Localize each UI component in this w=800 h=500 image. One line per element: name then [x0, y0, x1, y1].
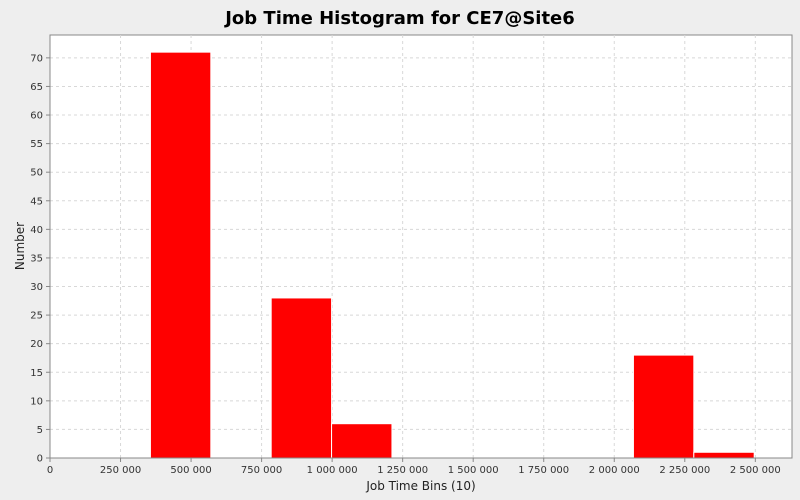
axes — [49, 35, 792, 459]
x-axis-ticks: 0 250 000 500 000 750 000 1 000 000 1 250 000… — [47, 458, 781, 476]
x-tick-label: 1 000 000 — [307, 465, 358, 476]
y-tick-label: 50 — [30, 168, 43, 179]
x-tick-label: 1 750 000 — [518, 465, 569, 476]
y-axis-ticks: 0 5 10 15 20 25 30 35 40 45 50 55 60 65 70 — [30, 53, 50, 465]
y-tick-label: 55 — [30, 139, 43, 150]
y-tick-label: 35 — [30, 253, 43, 264]
y-tick-label: 45 — [30, 196, 43, 207]
y-tick-label: 70 — [30, 53, 43, 64]
y-tick-label: 30 — [30, 282, 43, 293]
x-tick-label: 0 — [47, 465, 53, 476]
y-tick-label: 25 — [30, 311, 43, 322]
x-tick-label: 500 000 — [170, 465, 211, 476]
y-axis-label: Number — [13, 222, 27, 270]
histogram-bar — [331, 423, 393, 459]
y-tick-label: 65 — [30, 82, 43, 93]
y-tick-label: 20 — [30, 339, 43, 350]
x-tick-label: 1 500 000 — [448, 465, 499, 476]
y-tick-label: 60 — [30, 111, 43, 122]
chart-title: Job Time Histogram for CE7@Site6 — [223, 8, 575, 29]
histogram-bar — [693, 451, 755, 459]
x-tick-label: 750 000 — [241, 465, 282, 476]
x-tick-label: 2 000 000 — [589, 465, 640, 476]
x-tick-label: 1 250 000 — [377, 465, 428, 476]
y-tick-label: 10 — [30, 396, 43, 407]
y-tick-label: 0 — [37, 454, 43, 465]
y-tick-label: 40 — [30, 225, 43, 236]
y-tick-label: 5 — [37, 425, 43, 436]
bars — [149, 51, 755, 459]
y-tick-label: 15 — [30, 368, 43, 379]
x-tick-label: 250 000 — [100, 465, 141, 476]
x-axis-label: Job Time Bins (10) — [365, 479, 475, 493]
histogram-bar — [632, 354, 695, 459]
x-tick-label: 2 250 000 — [659, 465, 710, 476]
histogram-bar — [270, 297, 333, 459]
x-tick-label: 2 500 000 — [730, 465, 781, 476]
histogram-bar — [149, 51, 212, 459]
